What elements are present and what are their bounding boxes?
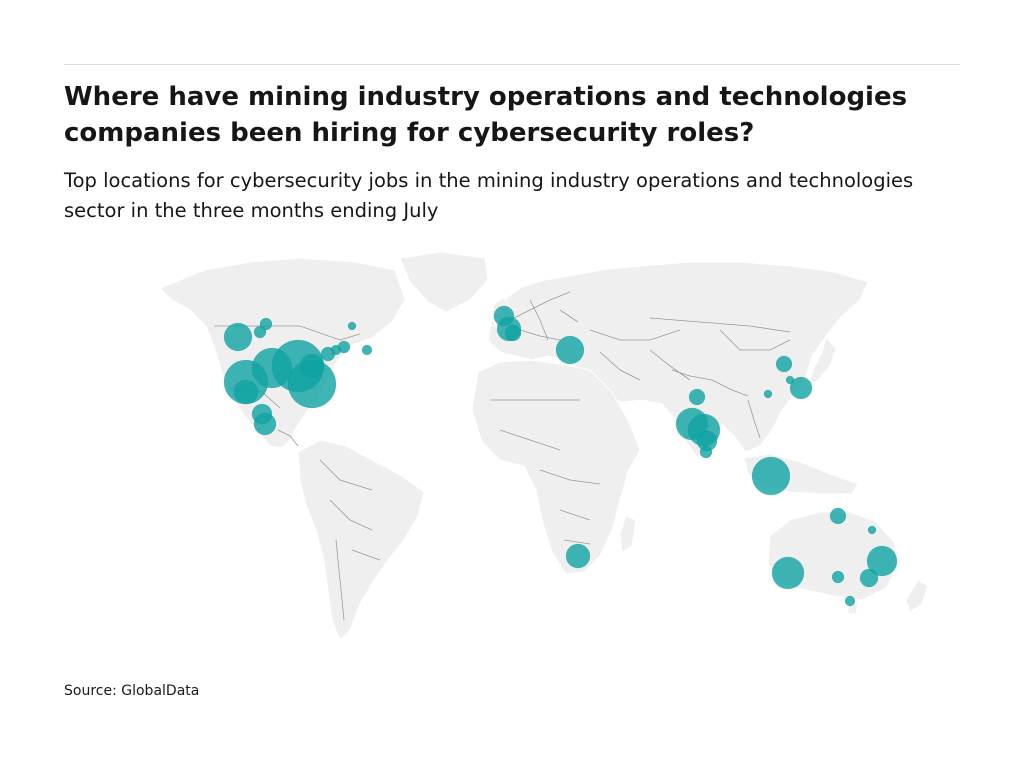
location-bubble bbox=[688, 388, 706, 406]
location-bubble bbox=[771, 556, 805, 590]
location-bubble bbox=[223, 322, 253, 352]
location-bubble bbox=[763, 389, 773, 399]
location-bubble bbox=[504, 324, 522, 342]
location-bubble bbox=[253, 412, 277, 436]
location-bubble bbox=[337, 340, 351, 354]
world-map bbox=[150, 250, 950, 650]
location-bubble bbox=[831, 570, 845, 584]
source-note: Source: GlobalData bbox=[64, 683, 200, 699]
location-bubble bbox=[844, 595, 856, 607]
border-layer bbox=[214, 291, 791, 621]
border-central-america bbox=[277, 429, 299, 447]
location-bubble bbox=[233, 379, 259, 405]
land-japan bbox=[807, 337, 837, 388]
world-map-svg bbox=[159, 251, 929, 641]
land-greenland bbox=[399, 251, 489, 313]
location-bubble bbox=[361, 344, 373, 356]
border-us-canada bbox=[214, 325, 361, 341]
location-bubble bbox=[751, 456, 791, 496]
location-bubble bbox=[867, 525, 877, 535]
bubble-layer bbox=[223, 305, 898, 607]
location-bubble bbox=[699, 445, 713, 459]
land-africa bbox=[471, 359, 641, 575]
location-bubble bbox=[347, 321, 357, 331]
location-bubble bbox=[829, 507, 847, 525]
location-bubble bbox=[789, 376, 813, 400]
map-title: Where have mining industry operations an… bbox=[64, 82, 908, 148]
land-south-america bbox=[297, 439, 425, 641]
top-divider bbox=[64, 64, 960, 65]
location-bubble bbox=[866, 545, 898, 577]
location-bubble bbox=[555, 335, 585, 365]
location-bubble bbox=[259, 317, 273, 331]
land-new-zealand bbox=[905, 579, 929, 613]
border-africa bbox=[490, 399, 601, 545]
location-bubble bbox=[299, 353, 325, 379]
land-madagascar bbox=[619, 515, 637, 553]
land-tasmania bbox=[847, 603, 859, 615]
location-bubble bbox=[565, 543, 591, 569]
border-asia bbox=[649, 317, 791, 351]
map-subtitle: Top locations for cybersecurity jobs in … bbox=[64, 169, 914, 222]
border-south-america bbox=[319, 459, 381, 621]
border-europe bbox=[509, 291, 579, 341]
location-bubble bbox=[775, 355, 793, 373]
border-middle-east bbox=[589, 329, 691, 381]
border-south-asia bbox=[671, 369, 761, 439]
location-bubble bbox=[859, 568, 879, 588]
land-layer bbox=[159, 251, 929, 641]
